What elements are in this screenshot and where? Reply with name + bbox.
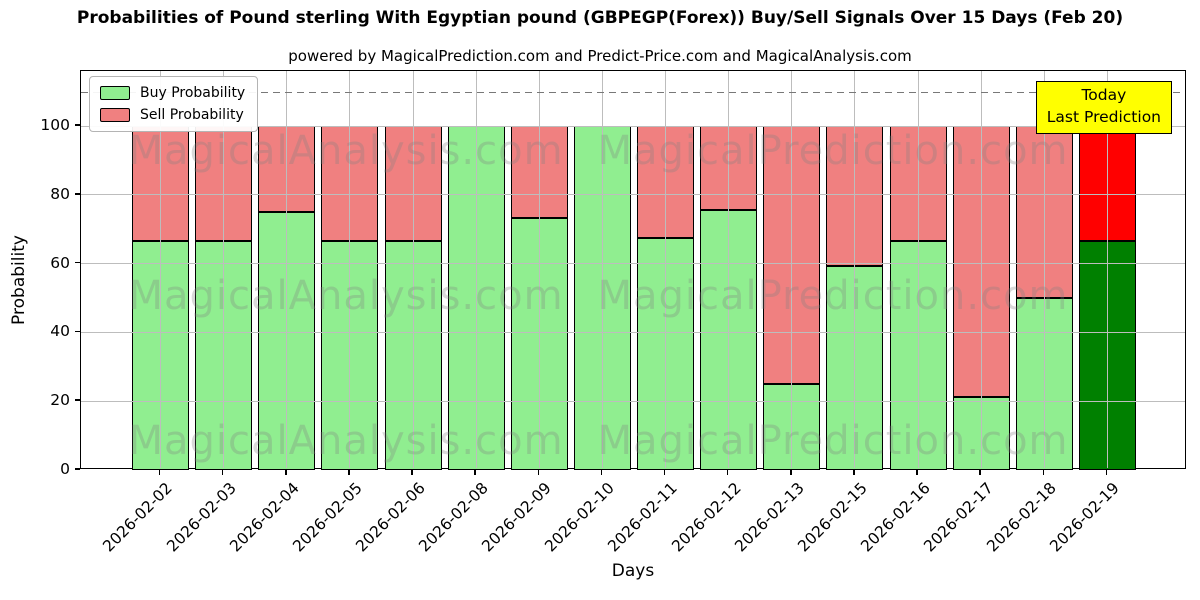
v-gridline bbox=[475, 71, 477, 468]
x-tick-mark bbox=[411, 470, 413, 475]
x-tick-mark bbox=[285, 470, 287, 475]
y-tick-label: 60 bbox=[50, 253, 70, 272]
y-tick-mark bbox=[75, 330, 80, 333]
v-gridline bbox=[286, 71, 288, 468]
v-gridline bbox=[412, 71, 414, 468]
x-tick-mark bbox=[790, 470, 792, 475]
v-gridline bbox=[791, 71, 793, 468]
sell-color-swatch bbox=[100, 108, 130, 122]
v-gridline bbox=[1043, 71, 1045, 468]
v-gridline bbox=[1107, 71, 1108, 468]
v-gridline bbox=[223, 71, 225, 468]
dashed-threshold-line bbox=[81, 91, 1185, 94]
y-tick-mark bbox=[75, 261, 80, 264]
legend-label-buy: Buy Probability bbox=[140, 85, 246, 101]
h-gridline bbox=[81, 194, 1185, 196]
chart-subtitle: powered by MagicalPrediction.com and Pre… bbox=[288, 47, 912, 65]
today-annotation: Today Last Prediction bbox=[1035, 81, 1172, 134]
x-axis-label: Days bbox=[611, 561, 655, 581]
legend-item-buy: Buy Probability bbox=[100, 85, 245, 101]
x-tick-mark bbox=[221, 470, 224, 475]
x-tick-mark bbox=[537, 470, 540, 475]
x-tick-mark bbox=[916, 470, 918, 475]
watermark-text: MagicalPrediction.com bbox=[597, 273, 1069, 319]
y-tick-label: 40 bbox=[50, 322, 70, 341]
v-gridline bbox=[917, 71, 919, 468]
buy-color-swatch bbox=[100, 86, 130, 100]
v-gridline bbox=[665, 71, 667, 468]
y-tick-mark bbox=[75, 468, 80, 470]
y-tick-label: 80 bbox=[50, 184, 70, 203]
x-tick-mark bbox=[600, 470, 603, 475]
v-gridline bbox=[601, 71, 603, 468]
x-tick-mark bbox=[1042, 470, 1045, 475]
plot-area: Buy Probability Sell Probability Today L… bbox=[80, 70, 1186, 470]
v-gridline bbox=[349, 71, 351, 468]
legend-label-sell: Sell Probability bbox=[140, 107, 244, 123]
y-tick-mark bbox=[75, 124, 80, 126]
x-tick-mark bbox=[663, 470, 666, 475]
h-gridline bbox=[81, 125, 1185, 127]
v-gridline bbox=[728, 71, 730, 468]
watermark-text: MagicalAnalysis.com bbox=[128, 273, 564, 319]
x-tick-mark bbox=[726, 470, 729, 475]
watermark-text: MagicalAnalysis.com bbox=[128, 128, 564, 174]
x-tick-mark bbox=[1105, 470, 1108, 475]
today-annotation-line1: Today bbox=[1081, 86, 1127, 104]
today-annotation-line2: Last Prediction bbox=[1046, 108, 1161, 127]
v-gridline bbox=[854, 71, 856, 468]
x-tick-mark bbox=[158, 470, 161, 475]
x-tick-mark bbox=[348, 470, 350, 475]
y-tick-mark bbox=[75, 193, 80, 195]
x-tick-mark bbox=[853, 470, 855, 475]
watermark-text: MagicalPrediction.com bbox=[597, 128, 1069, 174]
y-tick-mark bbox=[75, 399, 80, 401]
watermark-text: MagicalAnalysis.com bbox=[128, 418, 564, 464]
x-tick-mark bbox=[979, 470, 981, 475]
y-tick-label: 100 bbox=[40, 116, 70, 135]
legend-box: Buy Probability Sell Probability bbox=[89, 76, 259, 132]
watermark-text: MagicalPrediction.com bbox=[597, 418, 1069, 464]
x-tick-mark bbox=[474, 470, 476, 475]
y-tick-label: 0 bbox=[60, 460, 70, 478]
legend-item-sell: Sell Probability bbox=[100, 107, 245, 123]
chart-title: Probabilities of Pound sterling With Egy… bbox=[76, 8, 1124, 28]
h-gridline bbox=[81, 400, 1185, 402]
v-gridline bbox=[538, 71, 540, 468]
y-tick-label: 20 bbox=[50, 391, 70, 410]
v-gridline bbox=[160, 71, 161, 468]
h-gridline bbox=[81, 331, 1185, 333]
y-axis-label: Probability bbox=[9, 235, 29, 325]
v-gridline bbox=[980, 71, 982, 468]
h-gridline bbox=[81, 263, 1185, 265]
